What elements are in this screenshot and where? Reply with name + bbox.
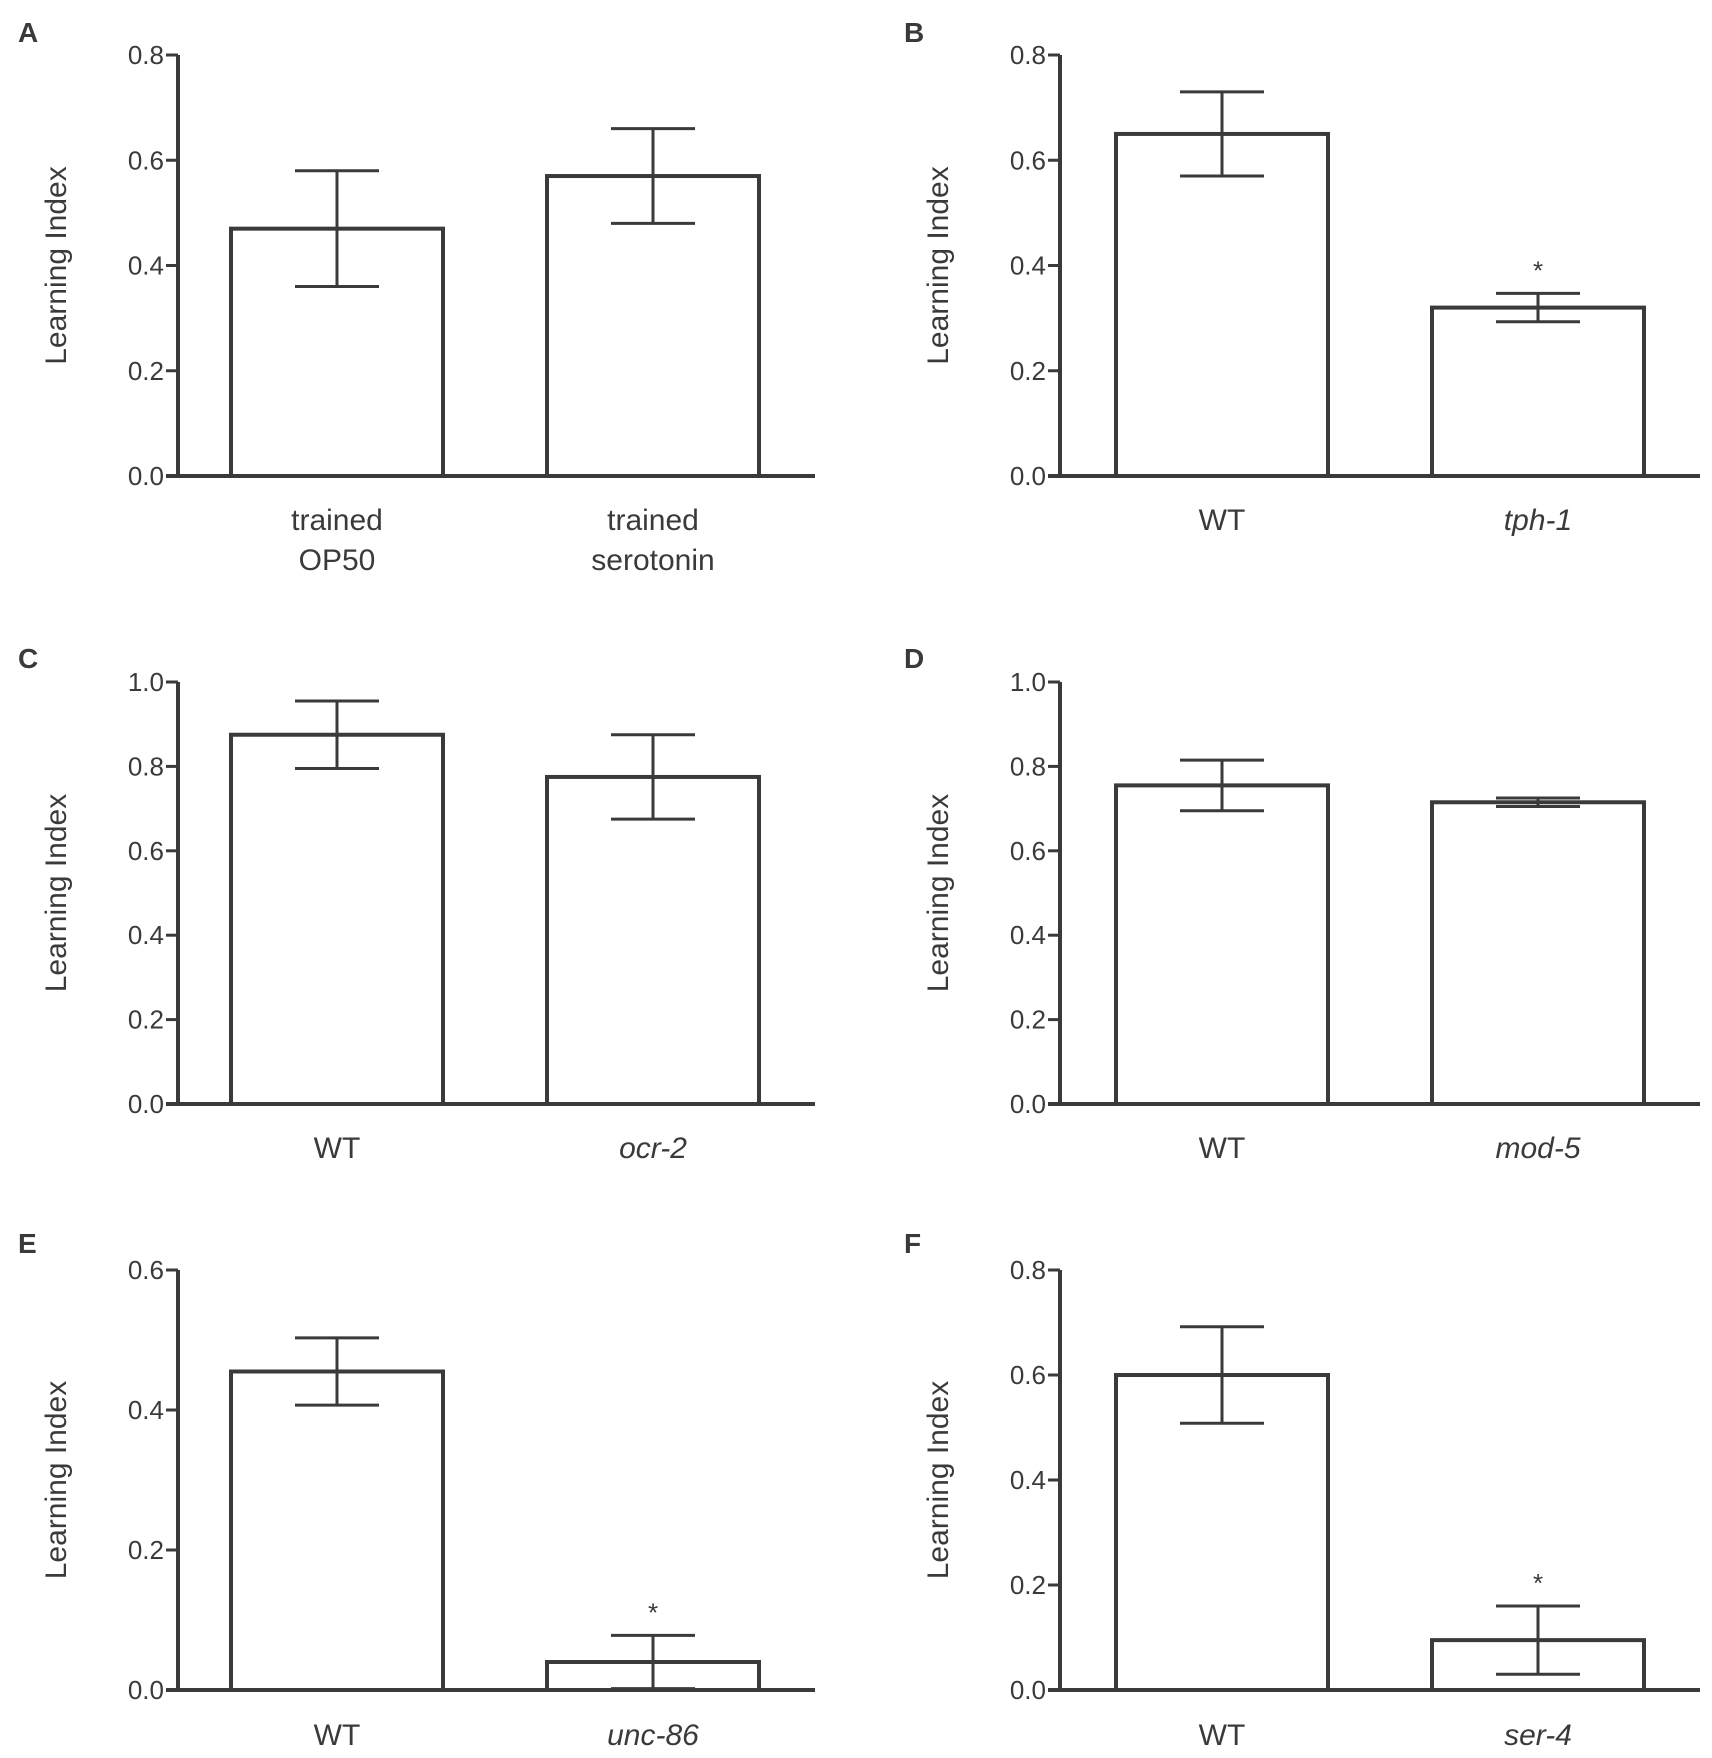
- panel-d-y-tick-label: 0.2: [1010, 1005, 1046, 1035]
- panel-e-y-tick-label: 0.0: [128, 1675, 164, 1705]
- panel-d-y-tick-label: 0.4: [1010, 920, 1046, 950]
- panel-f-y-axis-label: Learning Index: [922, 1381, 955, 1580]
- panel-e-significance-marker: *: [648, 1597, 658, 1627]
- panel-a-y-axis-label: Learning Index: [40, 166, 73, 365]
- panel-d-y-axis-label: Learning Index: [922, 794, 955, 993]
- panel-f-y-tick-label: 0.6: [1010, 1360, 1046, 1390]
- panel-e-category-label: WT: [314, 1719, 361, 1752]
- panel-a-category-label: serotonin: [591, 544, 714, 577]
- panel-b: B 0.0 0.2 0.4 0.6 0.8 Learning Index WT * tph-1: [904, 17, 1700, 537]
- panel-c-category-label: ocr-2: [619, 1132, 687, 1165]
- panel-e-y-tick-label: 0.2: [128, 1535, 164, 1565]
- panel-b-category-label: WT: [1199, 504, 1246, 537]
- panel-d-bar: [1114, 783, 1330, 1106]
- panel-f-category-label: WT: [1199, 1719, 1246, 1752]
- panel-e-bar: [229, 1369, 445, 1692]
- panel-a-category-label: trained: [607, 504, 699, 537]
- panel-a-y-tick-label: 0.8: [128, 40, 164, 70]
- panel-d-y-tick-label: 0.8: [1010, 751, 1046, 781]
- panel-e-label: E: [18, 1228, 37, 1259]
- panel-d-y-tick-label: 0.6: [1010, 836, 1046, 866]
- panel-d-category-label: WT: [1199, 1132, 1246, 1165]
- panel-b-category-label: tph-1: [1504, 504, 1572, 537]
- panel-f: F 0.0 0.2 0.4 0.6 0.8 Learning Index WT * ser-4: [904, 1228, 1700, 1752]
- panel-b-y-tick-label: 0.4: [1010, 251, 1046, 281]
- panel-c-y-tick-label: 0.4: [128, 920, 164, 950]
- panel-f-y-tick-label: 0.4: [1010, 1465, 1046, 1495]
- panel-f-y-tick-label: 0.8: [1010, 1255, 1046, 1285]
- panel-f-y-tick-label: 0.2: [1010, 1570, 1046, 1600]
- panel-d-y-tick-label: 1.0: [1010, 667, 1046, 697]
- panel-e: E 0.0 0.2 0.4 0.6 Learning Index WT * unc-86: [18, 1228, 815, 1752]
- panel-c-label: C: [18, 643, 38, 674]
- panel-b-y-tick-label: 0.0: [1010, 461, 1046, 491]
- panel-c-y-tick-label: 0.8: [128, 751, 164, 781]
- panel-d-y-tick-label: 0.0: [1010, 1089, 1046, 1119]
- panel-f-significance-marker: *: [1533, 1568, 1543, 1598]
- panel-b-label: B: [904, 17, 924, 48]
- panel-a-y-tick-label: 0.2: [128, 356, 164, 386]
- panel-d-category-label: mod-5: [1495, 1132, 1580, 1165]
- panel-a-y-tick-label: 0.4: [128, 251, 164, 281]
- panel-b-y-tick-label: 0.6: [1010, 145, 1046, 175]
- panel-c-y-tick-label: 0.2: [128, 1005, 164, 1035]
- panel-d-bar: [1430, 800, 1646, 1107]
- panel-b-y-axis-label: Learning Index: [922, 166, 955, 365]
- panel-d: D 0.0 0.2 0.4 0.6 0.8 1.0 Learning Index WT mod-5: [904, 643, 1700, 1165]
- panel-c-category-label: WT: [314, 1132, 361, 1165]
- panel-a-y-tick-label: 0.0: [128, 461, 164, 491]
- panel-b-y-tick-label: 0.2: [1010, 356, 1046, 386]
- panel-c-bar: [229, 732, 445, 1106]
- panel-f-y-tick-label: 0.0: [1010, 1675, 1046, 1705]
- panel-f-label: F: [904, 1228, 921, 1259]
- panel-e-y-axis-label: Learning Index: [40, 1381, 73, 1580]
- panel-a-y-tick-label: 0.6: [128, 145, 164, 175]
- panel-c-bar: [545, 774, 761, 1106]
- panel-c-y-tick-label: 0.0: [128, 1089, 164, 1119]
- panel-c-y-tick-label: 0.6: [128, 836, 164, 866]
- panel-b-y-tick-label: 0.8: [1010, 40, 1046, 70]
- panel-e-y-tick-label: 0.4: [128, 1395, 164, 1425]
- panel-a-label: A: [18, 17, 38, 48]
- panel-b-significance-marker: *: [1533, 255, 1543, 285]
- panel-a: A 0.0 0.2 0.4 0.6 0.8 Learning Index trained OP5…: [18, 17, 815, 577]
- panel-c-y-axis-label: Learning Index: [40, 794, 73, 993]
- panel-e-category-label: unc-86: [607, 1719, 699, 1752]
- panel-c-y-tick-label: 1.0: [128, 667, 164, 697]
- panel-e-y-tick-label: 0.6: [128, 1255, 164, 1285]
- panel-f-category-label: ser-4: [1504, 1719, 1572, 1752]
- panel-d-label: D: [904, 643, 924, 674]
- panel-a-category-label: trained: [291, 504, 383, 537]
- panel-a-category-label: OP50: [299, 544, 376, 577]
- panel-b-bar: [1430, 305, 1646, 478]
- panel-b-bar: [1114, 131, 1330, 478]
- panel-c: C 0.0 0.2 0.4 0.6 0.8 1.0 Learning Index WT ocr-2: [18, 643, 815, 1165]
